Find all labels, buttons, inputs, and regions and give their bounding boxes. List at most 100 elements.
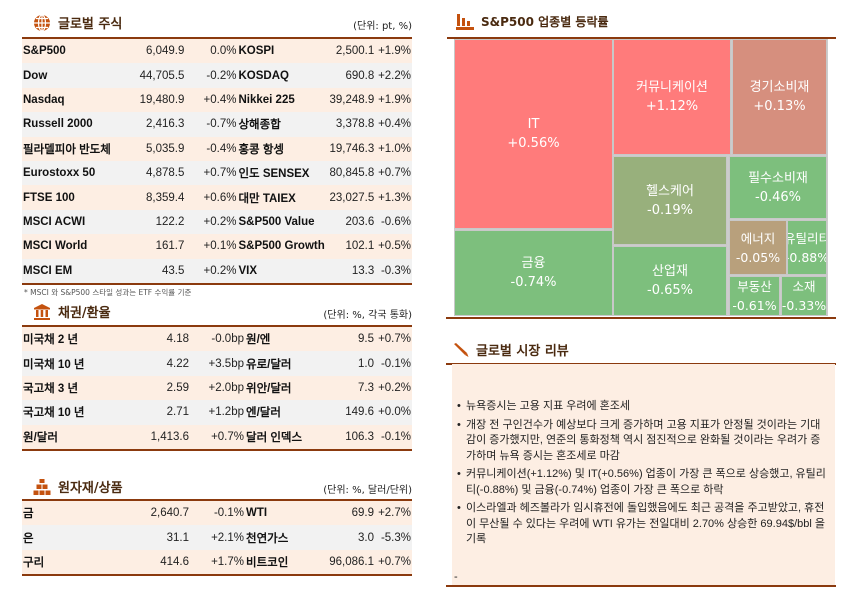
name-cell: 구리 — [23, 556, 45, 569]
sector-change: -0.88% — [787, 249, 827, 265]
value-cell: 4.22 — [166, 357, 189, 370]
value-2-cell: 2,500.1 — [335, 45, 375, 58]
name-cell: Nasdaq — [23, 93, 65, 106]
review-bullet: 이스라엘과 헤즈볼라가 임시휴전에 돌입했음에도 최근 공격을 주고받았고, 휴… — [457, 501, 829, 548]
name-2-cell: KOSPI — [238, 45, 275, 58]
change-2-cell: -5.3% — [380, 531, 411, 544]
change-2-cell: +0.2% — [378, 381, 411, 394]
value-cell: 5,035.9 — [146, 142, 185, 155]
value-2-cell: 9.5 — [358, 333, 374, 346]
value-cell: 1,413.6 — [150, 430, 189, 443]
sector-change: -0.46% — [755, 189, 801, 205]
name-cell: 원/달러 — [23, 431, 58, 444]
sector-name: 부동산 — [737, 279, 772, 294]
review-title: 글로벌 시장 리뷰 — [453, 340, 569, 359]
change-2-cell: -0.1% — [380, 357, 411, 370]
change-cell: +0.2% — [203, 215, 237, 228]
section-title-text: S&P500 업종별 등락률 — [481, 15, 609, 29]
divider — [446, 317, 836, 319]
value-cell: 122.2 — [155, 215, 185, 228]
value-2-cell: 690.8 — [345, 69, 375, 82]
value-cell: 2,640.7 — [150, 507, 189, 520]
sector-name: 산업재 — [652, 264, 688, 279]
change-2-cell: +0.4% — [378, 118, 411, 131]
name-2-cell: 달러 인덱스 — [246, 431, 303, 444]
name-cell: FTSE 100 — [23, 191, 75, 204]
name-cell: 금 — [23, 508, 34, 521]
change-2-cell: +0.7% — [378, 333, 411, 346]
review-bullet: 뉴욕증시는 고용 지표 우려에 혼조세 — [457, 399, 829, 415]
change-cell: -0.7% — [206, 118, 237, 131]
sector-name: 에너지 — [740, 230, 776, 246]
table-row: 금 2,640.7 -0.1% WTI 69.9 +2.7% — [22, 501, 412, 526]
treemap-cell: 금융 -0.74% — [454, 230, 613, 316]
value-2-cell: 39,248.9 — [329, 93, 375, 106]
change-cell: +3.5bp — [208, 357, 245, 370]
gold-bars-icon — [33, 478, 51, 495]
treemap-cell: 산업재 -0.65% — [613, 246, 727, 316]
name-cell: 은 — [23, 532, 34, 545]
sector-change: +0.13% — [753, 99, 806, 114]
divider — [22, 37, 412, 39]
sector-change: -0.61% — [732, 298, 777, 313]
change-cell: +2.0bp — [208, 381, 245, 394]
sector-name: 유틸리티 — [788, 230, 826, 246]
value-cell: 44,705.5 — [139, 69, 185, 82]
sector-name: 경기소비재 — [749, 80, 810, 95]
unit-label: (단위: %, 각국 통화) — [323, 310, 412, 321]
name-cell: MSCI ACWI — [23, 215, 86, 228]
table-row: S&P500 6,049.9 0.0% KOSPI 2,500.1 +1.9% — [22, 39, 412, 64]
table-row: FTSE 100 8,359.4 +0.6% 대만 TAIEX 23,027.5 +1.3… — [22, 185, 412, 210]
name-cell: Dow — [23, 69, 48, 82]
treemap-cell: 에너지 -0.05% — [729, 220, 787, 275]
commodities-title: 원자재/상품 — [33, 477, 123, 496]
review-box: 뉴욕증시는 고용 지표 우려에 혼조세개장 전 구인건수가 예상보다 크게 증가… — [452, 364, 835, 585]
value-2-cell: 13.3 — [351, 264, 375, 277]
divider — [446, 585, 836, 587]
footnote: * MSCI 와 S&P500 스타일 성과는 ETF 수익률 기준 — [24, 288, 192, 297]
change-2-cell: +2.2% — [378, 69, 411, 82]
table-row: Russell 2000 2,416.3 -0.7% 상해종합 3,378.8 +0.4% — [22, 112, 412, 137]
change-cell: -0.1% — [213, 507, 244, 520]
value-2-cell: 102.1 — [345, 240, 375, 253]
name-2-cell: 유로/달러 — [246, 358, 292, 371]
name-cell: MSCI World — [23, 240, 88, 253]
divider — [22, 574, 412, 576]
section-title-text: 원자재/상품 — [58, 481, 123, 496]
sector-change: -0.65% — [647, 283, 693, 298]
change-cell: +0.7% — [211, 430, 244, 443]
sector-change: -0.33% — [781, 298, 827, 313]
table-row: 미국채 2 년 4.18 -0.0bp 원/엔 9.5 +0.7% — [22, 327, 412, 352]
name-2-cell: KOSDAQ — [238, 69, 289, 82]
change-2-cell: -0.3% — [380, 264, 411, 277]
global-equity-title: 글로벌 주식 — [33, 13, 122, 32]
value-2-cell: 3,378.8 — [335, 118, 375, 131]
name-cell: Russell 2000 — [23, 118, 93, 131]
name-cell: 국고채 3 년 — [23, 382, 79, 395]
name-2-cell: 상해종합 — [238, 119, 281, 132]
sector-name: 소재 — [792, 279, 816, 294]
value-cell: 161.7 — [155, 240, 185, 253]
name-2-cell: 홍콩 항셍 — [238, 143, 284, 156]
treemap-cell: 경기소비재 +0.13% — [732, 39, 827, 155]
value-2-cell: 203.6 — [345, 215, 375, 228]
change-2-cell: +1.0% — [378, 142, 411, 155]
divider — [22, 283, 412, 285]
section-title-text: 채권/환율 — [58, 306, 111, 321]
name-cell: MSCI EM — [23, 264, 73, 277]
change-cell: +2.1% — [211, 531, 244, 544]
value-cell: 43.5 — [162, 264, 185, 277]
change-cell: +0.2% — [203, 264, 237, 277]
divider — [22, 325, 412, 327]
change-cell: +0.7% — [203, 167, 237, 180]
sector-name: 헬스케어 — [646, 183, 694, 199]
change-2-cell: +0.7% — [378, 167, 411, 180]
change-2-cell: +0.5% — [378, 240, 411, 253]
trailing-mark: - — [454, 571, 458, 583]
table-row: Eurostoxx 50 4,878.5 +0.7% 인도 SENSEX 80,845.… — [22, 160, 412, 186]
value-2-cell: 149.6 — [345, 406, 374, 419]
change-cell: +1.2bp — [208, 406, 245, 419]
bar-chart-icon — [456, 14, 474, 30]
table-row: Nasdaq 19,480.9 +0.4% Nikkei 225 39,248.9 +1.… — [22, 87, 412, 113]
treemap-cell: 유틸리티 -0.88% — [787, 220, 827, 275]
